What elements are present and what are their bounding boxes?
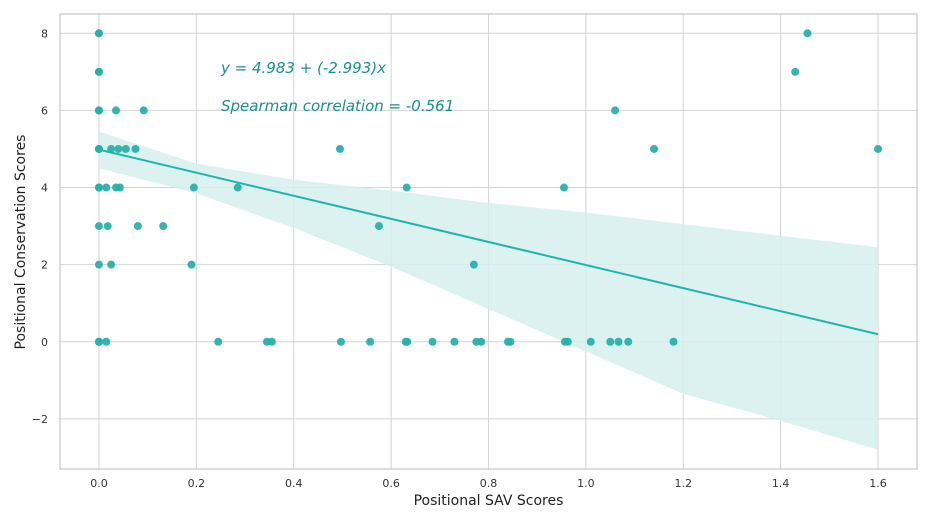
data-point xyxy=(586,337,595,346)
data-point xyxy=(214,337,223,346)
confidence-band xyxy=(98,131,879,450)
data-point xyxy=(624,337,633,346)
data-point xyxy=(374,222,383,231)
data-point xyxy=(403,337,412,346)
data-point xyxy=(103,222,112,231)
data-point xyxy=(267,337,276,346)
regression-equation-annotation: y = 4.983 + (-2.993)x xyxy=(220,59,386,77)
data-point xyxy=(650,144,659,153)
data-point xyxy=(111,106,120,115)
y-axis-ticks: −2 0 2 4 6 8 xyxy=(32,27,48,426)
data-point xyxy=(506,337,515,346)
y-tick-label: −2 xyxy=(32,413,48,426)
data-point xyxy=(102,337,111,346)
spearman-correlation-annotation: Spearman correlation = -0.561 xyxy=(221,97,454,115)
data-point xyxy=(187,260,196,269)
data-point xyxy=(94,183,103,192)
y-tick-label: 4 xyxy=(41,182,48,195)
data-point xyxy=(94,67,103,76)
data-point xyxy=(131,144,140,153)
data-point xyxy=(469,260,478,269)
data-point xyxy=(791,67,800,76)
x-tick-label: 0.0 xyxy=(90,477,108,490)
x-tick-label: 1.0 xyxy=(577,477,595,490)
data-points xyxy=(94,29,883,346)
data-point xyxy=(563,337,572,346)
y-tick-label: 0 xyxy=(41,336,48,349)
data-point xyxy=(114,144,123,153)
data-point xyxy=(133,222,142,231)
data-point xyxy=(94,144,103,153)
data-point xyxy=(159,222,168,231)
data-point xyxy=(102,183,111,192)
x-tick-label: 0.2 xyxy=(188,477,206,490)
x-tick-label: 1.4 xyxy=(772,477,790,490)
x-tick-label: 1.2 xyxy=(675,477,693,490)
y-axis-label: Positional Conservation Scores xyxy=(13,135,29,350)
x-tick-label: 1.6 xyxy=(869,477,887,490)
data-point xyxy=(121,144,130,153)
data-point xyxy=(115,183,124,192)
x-tick-label: 0.4 xyxy=(285,477,303,490)
data-point xyxy=(402,183,411,192)
data-point xyxy=(477,337,486,346)
data-point xyxy=(336,337,345,346)
x-axis-label: Positional SAV Scores xyxy=(414,493,564,509)
data-point xyxy=(606,337,615,346)
data-point xyxy=(107,260,116,269)
regression-line xyxy=(98,148,879,336)
data-point xyxy=(874,144,883,153)
data-point xyxy=(611,106,620,115)
data-point xyxy=(335,144,344,153)
data-point xyxy=(94,222,103,231)
data-point xyxy=(803,29,812,38)
data-point xyxy=(189,183,198,192)
data-point xyxy=(614,337,623,346)
data-point xyxy=(94,29,103,38)
data-point xyxy=(450,337,459,346)
data-point xyxy=(366,337,375,346)
x-tick-label: 0.6 xyxy=(382,477,400,490)
y-tick-label: 8 xyxy=(41,27,48,40)
data-point xyxy=(94,337,103,346)
x-axis-ticks: 0.0 0.2 0.4 0.6 0.8 1.0 1.2 1.4 1.6 xyxy=(90,477,887,490)
data-point xyxy=(139,106,148,115)
data-point xyxy=(94,260,103,269)
data-point xyxy=(233,183,242,192)
x-tick-label: 0.8 xyxy=(480,477,498,490)
data-point xyxy=(94,106,103,115)
data-point xyxy=(107,144,116,153)
data-point xyxy=(428,337,437,346)
y-tick-label: 2 xyxy=(41,259,48,272)
data-point xyxy=(669,337,678,346)
plot-frame xyxy=(59,13,918,470)
data-point xyxy=(559,183,568,192)
y-tick-label: 6 xyxy=(41,104,48,117)
confidence-band-group xyxy=(98,131,879,450)
